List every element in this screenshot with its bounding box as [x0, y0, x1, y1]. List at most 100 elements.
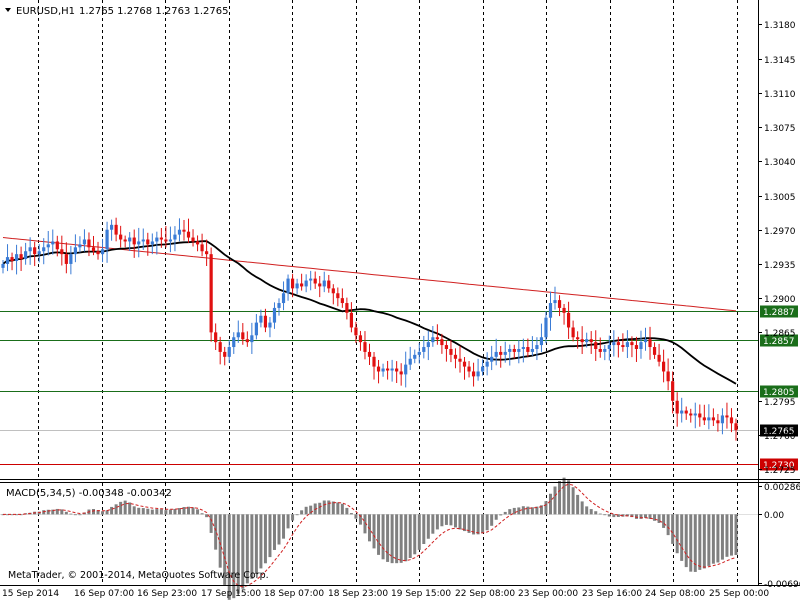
- macd-bar: [707, 514, 711, 566]
- candle-body: [55, 241, 59, 250]
- candle-body: [331, 288, 335, 294]
- candle-body: [422, 347, 426, 352]
- candle-body: [250, 335, 254, 343]
- candle-body: [499, 351, 503, 355]
- candle-body: [630, 342, 634, 346]
- candle-body: [19, 254, 23, 260]
- macd-bar: [548, 493, 552, 515]
- macd-bar: [128, 502, 132, 515]
- candle-body: [295, 283, 299, 289]
- time-tick-label: 23 Sep 00:00: [518, 589, 578, 599]
- candle-body: [689, 413, 693, 416]
- candle-body: [286, 278, 290, 294]
- macd-bar: [521, 506, 525, 515]
- macd-bar: [725, 514, 729, 557]
- candle-body: [544, 317, 548, 338]
- candle-body: [444, 345, 449, 349]
- candle-body: [236, 332, 240, 338]
- candle-body: [272, 307, 277, 323]
- candle-body: [141, 239, 145, 242]
- candle-body: [648, 339, 652, 348]
- macd-bar: [336, 502, 340, 515]
- candle-body: [562, 307, 566, 313]
- candle-body: [177, 229, 182, 235]
- macd-bar: [105, 510, 109, 515]
- level-price-label: 1.2730: [763, 461, 795, 471]
- macd-bar: [141, 508, 145, 515]
- candle-body: [417, 351, 421, 355]
- time-tick-label: 15 Sep 2014: [2, 589, 59, 599]
- macd-bar: [340, 503, 344, 515]
- candle-body: [603, 348, 607, 352]
- candle-body: [146, 239, 150, 245]
- macd-bar: [349, 513, 353, 515]
- candle-body: [431, 337, 435, 343]
- candle-body: [100, 249, 105, 255]
- candle-body: [24, 251, 28, 260]
- candle-body: [494, 351, 498, 357]
- macd-bar: [553, 486, 557, 515]
- macd-label: MACD(5,34,5) -0.00348 -0.00342: [6, 488, 172, 499]
- macd-bar: [558, 481, 562, 515]
- candle-body: [367, 351, 372, 357]
- macd-bar: [114, 504, 118, 515]
- macd-bar: [69, 513, 73, 515]
- candle-body: [390, 368, 394, 371]
- macd-bar: [449, 514, 453, 526]
- price-tick-label: 1.2760: [764, 432, 796, 442]
- macd-bar: [503, 511, 507, 515]
- macd-bar: [291, 514, 295, 521]
- macd-bar: [295, 514, 299, 516]
- macd-bar: [300, 510, 304, 515]
- candle-body: [517, 348, 521, 352]
- macd-bar: [662, 514, 666, 528]
- candle-body: [1, 263, 5, 268]
- candle-body: [205, 251, 209, 255]
- macd-bar: [544, 501, 548, 515]
- candle-body: [399, 371, 403, 375]
- macd-bar: [168, 509, 172, 515]
- macd-bar: [576, 494, 580, 515]
- candle-body: [164, 239, 168, 242]
- candle-body: [10, 257, 14, 262]
- candle-body: [435, 337, 439, 340]
- candle-body: [309, 278, 313, 281]
- macd-bar: [734, 514, 738, 555]
- level-price-label: 1.2857: [763, 337, 795, 347]
- macd-bar: [702, 514, 706, 569]
- dropdown-triangle-icon[interactable]: [5, 8, 11, 12]
- macd-bar: [603, 514, 607, 516]
- macd-bar: [684, 514, 688, 568]
- candle-body: [5, 257, 10, 264]
- candle-body: [557, 300, 562, 308]
- macd-bar: [245, 514, 249, 584]
- time-tick-label: 16 Sep 23:00: [137, 589, 197, 599]
- macd-bar: [693, 514, 697, 572]
- macd-bar: [101, 511, 105, 515]
- candle-body: [490, 356, 494, 362]
- candle-body: [512, 348, 516, 352]
- macd-bar: [680, 514, 684, 561]
- horizontal-levels: 1.2887 1.2857 1.2805 1.2730 1.2765: [0, 305, 798, 471]
- macd-bar: [164, 510, 168, 515]
- candle-body: [580, 339, 584, 343]
- time-tick-label: 18 Sep 07:00: [264, 589, 324, 599]
- price-tick-label: 1.2865: [764, 329, 796, 339]
- macd-bar: [517, 507, 521, 515]
- macd-signal-line: [3, 483, 737, 588]
- time-tick-label: 22 Sep 08:00: [455, 589, 515, 599]
- candle-body: [462, 361, 467, 367]
- macd-bar: [431, 514, 435, 534]
- candle-body: [277, 303, 281, 308]
- candle-body: [223, 351, 227, 357]
- candle-body: [28, 247, 32, 252]
- price-tick-label: 1.3075: [764, 124, 796, 134]
- level-price-box: [760, 385, 798, 398]
- level-price-box: [760, 334, 798, 347]
- price-tick-label: 1.3145: [764, 56, 796, 66]
- macd-bar: [358, 514, 362, 525]
- macd-bar: [146, 508, 150, 515]
- macd-bar: [327, 500, 331, 515]
